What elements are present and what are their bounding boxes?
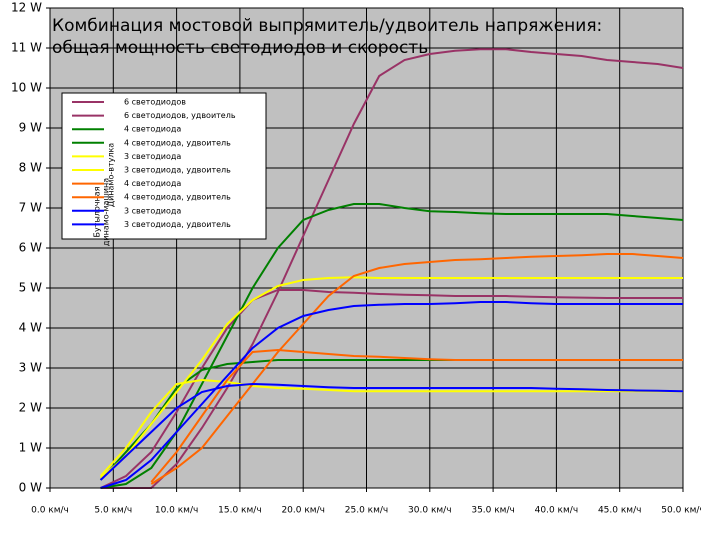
- legend-label: 4 светодиода, удвоитель: [124, 138, 231, 147]
- series-line: [150, 253, 684, 485]
- x-tick-label: 50.0 км/ч: [661, 506, 701, 516]
- y-tick-label: 7 W: [19, 201, 42, 215]
- chart-title: Комбинация мостовой выпрямитель/удвоител…: [52, 16, 602, 36]
- y-tick-label: 10 W: [11, 81, 42, 95]
- legend-label: 4 светодиода: [124, 125, 181, 134]
- series-line: [99, 378, 683, 477]
- y-tick-label: 0 W: [19, 481, 42, 495]
- y-tick-label: 9 W: [19, 121, 42, 135]
- x-tick-label: 30.0 км/ч: [408, 506, 451, 516]
- lines: [99, 48, 684, 489]
- legend-label: 3 светодиода: [124, 152, 181, 161]
- series-line: [100, 48, 684, 489]
- x-tick-label: 10.0 км/ч: [155, 506, 198, 516]
- x-tick-label: 15.0 км/ч: [218, 506, 261, 516]
- legend-group-label: Динамо-втулка: [107, 143, 116, 207]
- x-tick-label: 45.0 км/ч: [598, 506, 641, 516]
- legend-label: 4 светодиода: [124, 179, 181, 188]
- legend-label: 3 светодиода: [124, 206, 181, 215]
- legend-label: 6 светодиодов: [124, 98, 186, 107]
- y-tick-label: 2 W: [19, 401, 42, 415]
- series-line: [100, 203, 684, 489]
- legend-label: 3 светодиода, удвоитель: [124, 220, 231, 229]
- legend-label: 6 светодиодов, удвоитель: [124, 111, 236, 120]
- x-tick-label: 0.0 км/ч: [31, 506, 69, 516]
- y-tick-label: 3 W: [19, 361, 42, 375]
- y-tick-label: 12 W: [11, 1, 42, 15]
- series-line: [100, 289, 683, 489]
- y-tick-label: 6 W: [19, 241, 42, 255]
- y-tick-label: 1 W: [19, 441, 42, 455]
- series-line: [99, 276, 683, 479]
- x-tick-label: 35.0 км/ч: [471, 506, 514, 516]
- legend-label: 4 светодиода, удвоитель: [124, 193, 231, 202]
- legend-box: [61, 92, 267, 240]
- legend-label: 3 светодиода, удвоитель: [124, 166, 231, 175]
- series-line: [150, 348, 683, 483]
- series-line: [100, 301, 683, 489]
- series-line: [99, 382, 684, 481]
- y-tick-label: 4 W: [19, 321, 42, 335]
- x-tick-label: 5.0 км/ч: [94, 506, 132, 516]
- y-tick-label: 8 W: [19, 161, 42, 175]
- legend-group-label: Бутылочная: [93, 186, 102, 237]
- y-tick-label: 11 W: [11, 41, 42, 55]
- x-tick-label: 25.0 км/ч: [345, 506, 388, 516]
- axes: 0 W 1 W 2 W 3 W 4 W 5 W 6 W 7 W 8 W 9 W 10 W 11 W 12…: [11, 1, 701, 516]
- x-tick-label: 20.0 км/ч: [281, 506, 324, 516]
- legend: Динамо-втулка Бутылочная динамо-машина 6…: [61, 92, 267, 246]
- legend-group-label: динамо-машина: [102, 178, 111, 246]
- x-tick-label: 40.0 км/ч: [535, 506, 578, 516]
- y-tick-label: 5 W: [19, 281, 42, 295]
- chart-title: общая мощность светодиодов и скорость: [52, 38, 428, 58]
